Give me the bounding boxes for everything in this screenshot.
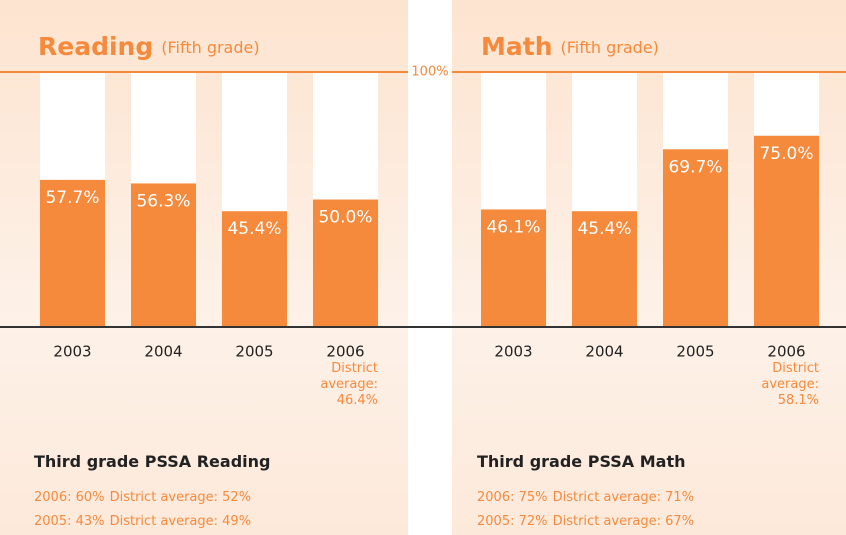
note-text: 2005: 43% [34, 514, 105, 529]
x-tick-label: 2003 [53, 343, 91, 361]
note-district: District average: 67% [552, 514, 695, 529]
annotation: District average: 58.1% [761, 361, 819, 408]
bar [313, 199, 378, 327]
note-text: 2006: 60% [34, 490, 105, 505]
x-tick-label: 2004 [144, 343, 182, 361]
chart-title: Reading (Fifth grade) [38, 32, 260, 61]
bar [131, 183, 196, 327]
note-line: 2006: 60% District average: 52% [34, 486, 251, 505]
value-label: 45.4% [577, 219, 631, 239]
note-text: 2006: 75% [477, 490, 548, 505]
note-district: District average: 49% [109, 514, 252, 529]
bar [222, 211, 287, 327]
bar [481, 209, 546, 327]
title: Math [481, 32, 553, 61]
x-tick-label: 2006 [326, 343, 364, 361]
title: Reading [38, 32, 153, 61]
bar [572, 211, 637, 327]
notes-title: Third grade PSSA Reading [34, 452, 271, 471]
x-tick-label: 2003 [494, 343, 532, 361]
note-text: 2005: 72% [477, 514, 548, 529]
value-label: 75.0% [759, 144, 813, 164]
annotation: District average: 46.4% [320, 361, 378, 408]
x-tick-label: 2006 [767, 343, 805, 361]
x-tick-label: 2004 [585, 343, 623, 361]
tick-label-bg [408, 63, 452, 81]
notes-title: Third grade PSSA Math [477, 452, 686, 471]
subtitle: (Fifth grade) [561, 38, 659, 57]
note-district: District average: 71% [552, 490, 695, 505]
bar [40, 179, 105, 327]
chart-title: Math (Fifth grade) [481, 32, 659, 61]
note-line: 2005: 43% District average: 49% [34, 510, 251, 529]
note-line: 2005: 72% District average: 67% [477, 510, 694, 529]
subtitle: (Fifth grade) [161, 38, 259, 57]
note-district: District average: 52% [109, 490, 252, 505]
value-label: 50.0% [318, 208, 372, 228]
x-tick-label: 2005 [235, 343, 273, 361]
value-label: 46.1% [486, 217, 540, 237]
x-tick-label: 2005 [676, 343, 714, 361]
value-label: 69.7% [668, 157, 722, 177]
value-label: 45.4% [227, 219, 281, 239]
value-label: 57.7% [45, 188, 99, 208]
y-tick-label: 100% [411, 65, 448, 80]
note-line: 2006: 75% District average: 71% [477, 486, 694, 505]
value-label: 56.3% [136, 191, 190, 211]
bar [663, 149, 728, 327]
bar [754, 135, 819, 327]
